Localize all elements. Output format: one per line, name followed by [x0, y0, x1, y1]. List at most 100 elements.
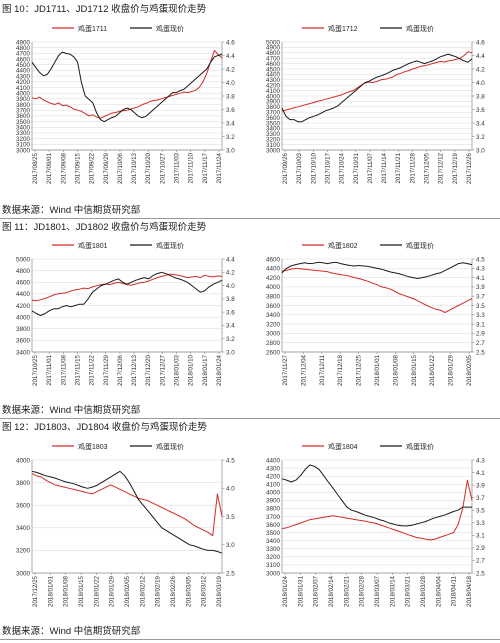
x-tick-label: 2017/11/22 — [89, 354, 96, 385]
y-tick-label: 4400 — [266, 266, 281, 273]
y2-tick-label: 4.0 — [476, 80, 485, 87]
y-tick-label: 4000 — [266, 93, 281, 100]
y-tick-label: 4600 — [16, 280, 31, 287]
x-tick-label: 2018/01/10 — [188, 354, 195, 386]
legend-label-2: 鸡蛋现价 — [156, 442, 184, 451]
x-tick-label: 2018/03/05 — [185, 575, 192, 607]
y-tick-label: 3000 — [16, 570, 31, 577]
figure-10-title: 图 10：JD1711、JD1712 收盘价与鸡蛋现价走势 — [2, 4, 207, 15]
y-tick-label: 3000 — [266, 331, 281, 338]
series-line-spot — [31, 271, 223, 316]
x-tick-label: 2017/10/13 — [131, 152, 138, 184]
y2-tick-label: 4.6 — [476, 39, 485, 46]
series-line-spot — [281, 261, 473, 279]
legend: 鸡蛋1802 鸡蛋现价 — [302, 241, 434, 250]
y-tick-label: 4200 — [266, 473, 281, 480]
y2-tick-label: 4.2 — [476, 66, 485, 73]
x-tick-label: 2017/09/08 — [60, 152, 67, 184]
x-tick-label: 2017/12/06 — [117, 354, 124, 386]
figure-12-rule — [0, 639, 500, 640]
y-tick-label: 3200 — [266, 321, 281, 328]
y-tick-label: 3600 — [266, 303, 281, 310]
x-tick-label: 2018/03/21 — [405, 575, 412, 607]
legend: 鸡蛋1712 鸡蛋现价 — [302, 24, 434, 33]
y2-tick-label: 3.5 — [226, 514, 235, 521]
y2-tick-label: 3.6 — [226, 309, 235, 316]
y-tick-label: 3600 — [16, 113, 31, 120]
y-tick-label: 4000 — [16, 90, 31, 97]
y-tick-label: 3400 — [266, 126, 281, 133]
chart-panel-1: 鸡蛋1711 鸡蛋现价 300031003200330034003500360037… — [16, 24, 235, 184]
y-tick-label: 4800 — [16, 268, 31, 275]
figure-11-rule — [0, 418, 500, 419]
y-tick-label: 3300 — [266, 131, 281, 138]
series-line-futures — [31, 50, 223, 119]
y-tick-label: 3800 — [266, 294, 281, 301]
x-tick-label: 2017/12/04 — [300, 354, 307, 386]
y-tick-label: 3600 — [266, 115, 281, 122]
legend-label-2: 鸡蛋现价 — [406, 24, 434, 33]
x-tick-label: 2018/01/01 — [374, 354, 381, 386]
x-tick-label: 2017/10/06 — [117, 152, 124, 184]
x-tick-label: 2017/11/01 — [46, 354, 53, 385]
x-tick-label: 2017/11/24 — [216, 152, 223, 183]
x-tick-label: 2018/01/22 — [93, 575, 100, 607]
y2-tick-label: 4.4 — [226, 53, 235, 60]
x-tick-label: 2017/10/03 — [296, 152, 303, 184]
figure-10-rule — [0, 218, 500, 219]
y2-tick-label: 4.0 — [226, 283, 235, 290]
x-tick-label: 2018/01/29 — [448, 354, 455, 386]
chart-panel-3: 鸡蛋1801 鸡蛋现价 3400 3600 3800 4000 4200 4400 4600 48… — [16, 241, 235, 386]
y2-tick-label: 4.6 — [226, 39, 235, 46]
y-tick-label: 5000 — [16, 256, 31, 263]
y-tick-label: 4800 — [16, 45, 31, 52]
y-tick-label: 4400 — [266, 457, 281, 464]
x-tick-label: 2018/04/18 — [466, 575, 473, 607]
y-tick-label: 3800 — [16, 480, 31, 487]
y2-tick-label: 3.5 — [476, 303, 485, 310]
y-tick-label: 4100 — [16, 85, 31, 92]
x-tick-label: 2017/12/25 — [32, 575, 39, 607]
y2-tick-label: 3.0 — [226, 147, 235, 154]
y-tick-label: 3200 — [16, 548, 31, 555]
y-tick-label: 3900 — [16, 96, 31, 103]
y-tick-label: 4400 — [16, 291, 31, 298]
x-tick-label: 2017/11/27 — [282, 354, 289, 385]
x-tick-label: 2017/12/05 — [424, 152, 431, 184]
y-tick-label: 3000 — [266, 147, 281, 154]
series-line-spot — [31, 51, 223, 123]
legend-label-2: 鸡蛋现价 — [406, 442, 434, 451]
y2-tick-label: 4.0 — [226, 486, 235, 493]
x-tick-label: 2018/01/08 — [63, 575, 70, 607]
y2-tick-label: 4.2 — [226, 66, 235, 73]
x-tick-label: 2017/11/28 — [409, 152, 416, 183]
y2-tick-label: 3.2 — [476, 134, 485, 141]
y2-tick-label: 4.3 — [476, 266, 485, 273]
x-tick-label: 2018/01/15 — [78, 575, 85, 607]
x-tick-label: 2017/10/25 — [32, 354, 39, 386]
x-tick-label: 2018/01/24 — [282, 575, 289, 607]
y2-tick-label: 4.5 — [226, 457, 235, 464]
legend-label-2: 鸡蛋现价 — [156, 241, 184, 250]
figure-12-source: 数据来源：Wind 中信期货研究部 — [2, 626, 141, 637]
y-tick-label: 4500 — [16, 62, 31, 69]
y-tick-label: 3900 — [266, 99, 281, 106]
x-tick-label: 2018/03/07 — [374, 575, 381, 607]
x-tick-label: 2018/01/03 — [174, 354, 181, 386]
x-tick-label: 2017/11/29 — [103, 354, 110, 385]
figure-11-source: 数据来源：Wind 中信期货研究部 — [2, 405, 141, 416]
x-tick-label: 2017/12/11 — [319, 354, 326, 385]
x-tick-label: 2018/01/01 — [47, 575, 54, 607]
y-tick-label: 3300 — [16, 130, 31, 137]
y-tick-label: 4700 — [266, 56, 281, 63]
x-tick-label: 2017/10/24 — [339, 152, 346, 184]
x-tick-label: 2017/12/19 — [452, 152, 459, 184]
y2-tick-label: 3.0 — [226, 542, 235, 549]
y-tick-label: 4000 — [16, 314, 31, 321]
x-tick-label: 2017/12/20 — [145, 354, 152, 386]
y-tick-label: 4100 — [266, 88, 281, 95]
y-tick-label: 4600 — [266, 256, 281, 263]
y2-tick-label: 3.5 — [476, 508, 485, 515]
y-tick-label: 3800 — [266, 506, 281, 513]
y-tick-label: 3800 — [266, 104, 281, 111]
